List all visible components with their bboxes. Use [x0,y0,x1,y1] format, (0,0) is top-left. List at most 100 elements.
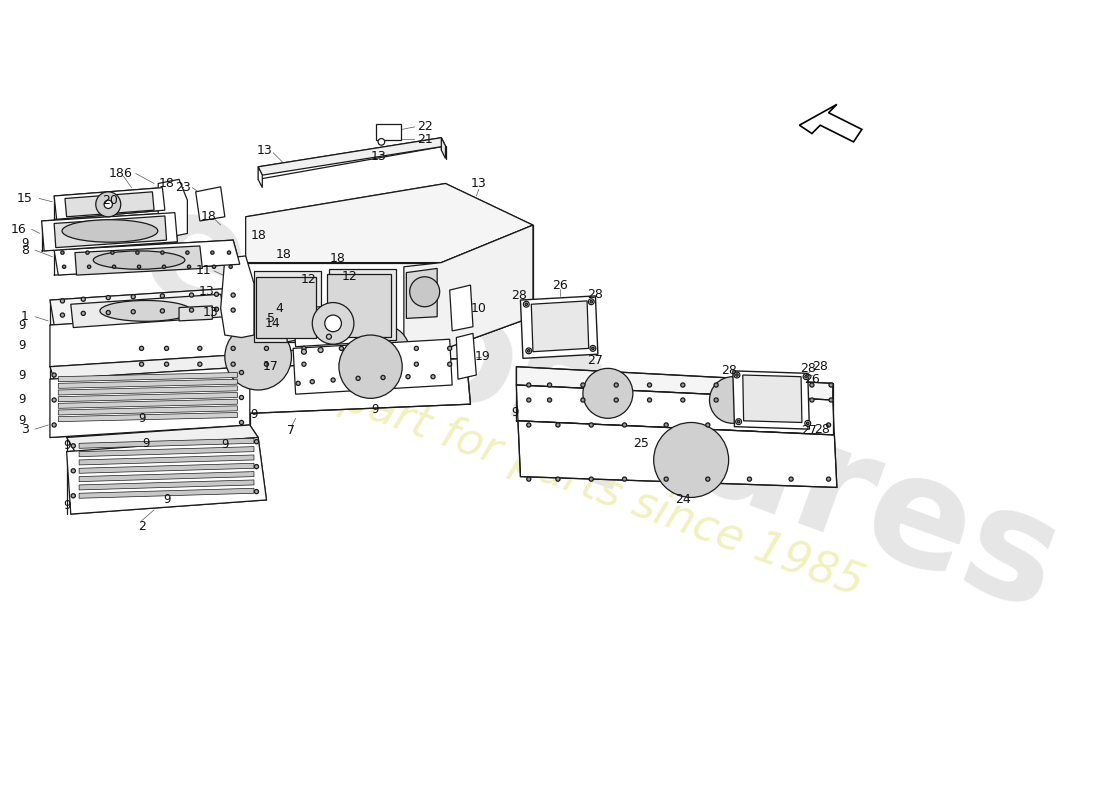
Circle shape [231,308,235,312]
Text: 15: 15 [16,192,33,205]
Polygon shape [441,225,532,350]
Circle shape [96,192,121,217]
Circle shape [186,251,189,254]
Text: 9: 9 [18,318,25,331]
Polygon shape [456,334,476,379]
Text: 27: 27 [587,354,603,366]
Text: 9: 9 [18,339,25,352]
Polygon shape [58,406,238,415]
Circle shape [107,310,110,314]
Polygon shape [79,463,254,474]
Circle shape [254,490,258,494]
Circle shape [377,362,381,366]
Text: 9: 9 [21,237,29,250]
Circle shape [86,251,89,254]
Text: 9: 9 [510,406,518,419]
Text: 4: 4 [275,302,283,315]
Circle shape [301,350,307,354]
Polygon shape [42,213,177,251]
Polygon shape [58,413,238,422]
Circle shape [548,383,552,387]
Polygon shape [65,192,154,217]
Polygon shape [50,313,245,366]
Circle shape [161,251,164,254]
Circle shape [714,398,718,402]
Text: 9: 9 [142,437,150,450]
Circle shape [805,421,811,426]
Text: 28: 28 [587,288,603,301]
Circle shape [526,348,531,354]
Text: 28: 28 [812,360,828,373]
Text: 18: 18 [275,248,292,261]
Polygon shape [516,366,833,400]
Circle shape [52,373,56,377]
Circle shape [789,477,793,481]
Text: 7: 7 [287,424,296,438]
Text: 18: 18 [109,167,124,180]
Circle shape [131,294,135,299]
Polygon shape [54,188,165,219]
Circle shape [254,465,258,469]
Polygon shape [58,399,238,408]
Text: 10: 10 [471,302,487,315]
Circle shape [356,376,360,381]
Polygon shape [256,277,317,338]
Circle shape [63,265,66,269]
Circle shape [81,311,86,315]
Text: 14: 14 [264,317,280,330]
Text: 2: 2 [138,520,145,533]
Text: 9: 9 [18,414,25,427]
Circle shape [810,383,814,387]
Circle shape [198,362,202,366]
Circle shape [548,398,552,402]
Circle shape [415,362,418,366]
Circle shape [648,383,651,387]
Polygon shape [742,375,802,422]
Circle shape [240,421,243,425]
Polygon shape [67,425,258,452]
Polygon shape [404,225,532,350]
Circle shape [714,383,718,387]
Polygon shape [79,446,254,457]
Text: 12: 12 [342,270,358,283]
Circle shape [524,302,529,307]
Circle shape [264,362,268,366]
Circle shape [527,477,531,481]
Polygon shape [79,455,254,465]
Circle shape [737,421,740,423]
Polygon shape [58,373,238,382]
Circle shape [356,325,409,378]
Polygon shape [406,269,437,318]
Text: 25: 25 [634,437,649,450]
Circle shape [528,350,530,352]
Circle shape [525,303,528,306]
Circle shape [781,398,784,402]
Text: 17: 17 [263,360,278,373]
Polygon shape [75,246,202,275]
Circle shape [301,346,306,350]
Circle shape [107,295,110,300]
Circle shape [310,379,315,384]
Text: 9: 9 [63,499,70,512]
Circle shape [312,302,354,344]
Circle shape [747,477,751,481]
Text: 28: 28 [722,364,737,378]
Text: 1: 1 [21,310,29,323]
Text: 3: 3 [21,422,29,436]
Text: 23: 23 [175,181,191,194]
Polygon shape [258,167,262,188]
Circle shape [810,398,814,402]
Circle shape [448,362,452,366]
Text: 19: 19 [475,350,491,363]
Polygon shape [258,138,446,175]
Text: 9: 9 [18,369,25,382]
Circle shape [52,423,56,427]
Circle shape [327,334,331,339]
Circle shape [789,423,793,427]
Circle shape [623,423,627,427]
Polygon shape [441,138,446,158]
Circle shape [806,422,808,425]
Circle shape [339,335,403,398]
Polygon shape [245,262,441,350]
Polygon shape [245,183,532,262]
